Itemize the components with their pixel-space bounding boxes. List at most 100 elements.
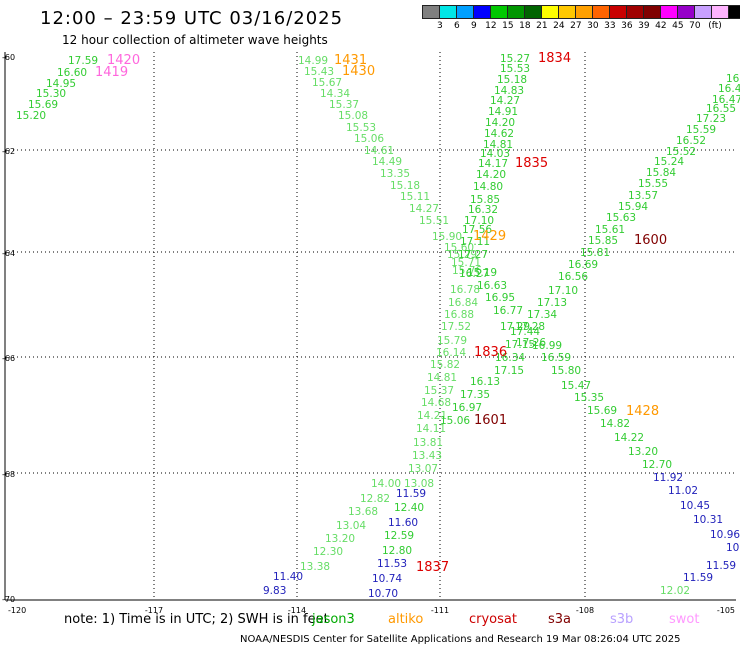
pass-time-label: 1601 (474, 413, 507, 428)
wave-height-label: 16.52 (676, 135, 706, 147)
wave-height-label: 16.60 (57, 67, 87, 79)
satellite-legend-cryosat: cryosat (469, 612, 517, 627)
wave-height-label: 11.59 (396, 488, 426, 500)
lat-tick-label: -66 (2, 354, 15, 363)
wave-height-label: 15.27 (500, 53, 530, 65)
wave-height-label: 16.78 (450, 284, 480, 296)
page-subtitle: 12 hour collection of altimeter wave hei… (62, 33, 328, 47)
wave-height-label: 14.80 (473, 181, 503, 193)
satellite-legend-altiko: altiko (388, 612, 424, 627)
wave-height-label: 16.59 (541, 352, 571, 364)
wave-height-label: 15.63 (606, 212, 636, 224)
wave-height-label: 14.62 (484, 128, 514, 140)
wave-height-label: 14.83 (494, 85, 524, 97)
wave-height-label: 15.69 (587, 405, 617, 417)
wave-height-label: 15.18 (390, 180, 420, 192)
wave-height-label: 14.82 (600, 418, 630, 430)
wave-height-label: 15.47 (561, 380, 591, 392)
wave-height-label: 16.69 (568, 259, 598, 271)
satellite-legend-s3a: s3a (548, 612, 572, 627)
wave-height-label: 12.40 (394, 502, 424, 514)
legend-label: 12 (485, 21, 497, 31)
legend-label: 6 (453, 21, 460, 31)
wave-height-label: 11.40 (273, 571, 303, 583)
wave-height-label: 15.69 (28, 99, 58, 111)
wave-height-label: 17.59 (68, 55, 98, 67)
wave-height-label: 17.56 (462, 224, 492, 236)
wave-height-label: 15.61 (595, 224, 625, 236)
wave-height-label: 10.96 (710, 529, 740, 541)
wave-height-label: 14.21 (417, 410, 447, 422)
wave-height-label: 15.24 (654, 156, 684, 168)
wave-height-label: 15.18 (497, 74, 527, 86)
wave-height-label: 14.81 (427, 372, 457, 384)
pass-time-label: 1600 (634, 233, 667, 248)
wave-height-label: 10.45 (680, 500, 710, 512)
legend-label: 18 (519, 21, 531, 31)
legend-label: 15 (502, 21, 514, 31)
wave-height-label: 13.08 (404, 478, 434, 490)
wave-height-label: 14.34 (320, 88, 350, 100)
wave-height-label: 17.15 (505, 339, 535, 351)
wave-height-label: 9.83 (263, 585, 286, 597)
wave-height-label: 15.82 (430, 359, 460, 371)
wave-height-label: 14.00 (371, 478, 401, 490)
wave-height-label: 15.19 (467, 267, 497, 279)
wave-height-label: 13.43 (412, 450, 442, 462)
wave-height-label: 10.31 (693, 514, 723, 526)
wave-height-label: 15.08 (338, 110, 368, 122)
wave-height-label: 14.99 (298, 55, 328, 67)
pass-time-label: 1837 (416, 560, 449, 575)
wave-height-label: 14.27 (409, 203, 439, 215)
lon-tick-label: -120 (8, 606, 26, 615)
lat-tick-label: -68 (2, 470, 15, 479)
satellite-legend-jason3: jason3 (312, 612, 355, 627)
lat-tick-label: -70 (2, 595, 15, 604)
color-legend: 3 6 9 12 15 18 21 24 27 30 33 36 39 42 45 70 (ft) (422, 5, 740, 35)
lat-tick-label: -60 (2, 53, 15, 62)
legend-label: 9 (470, 21, 477, 31)
wave-height-label: 15.76 (452, 265, 482, 277)
pass-time-label: 1428 (626, 404, 659, 419)
wave-height-label: 15.30 (36, 88, 66, 100)
legend-label: 27 (570, 21, 582, 31)
wave-height-label: 13.07 (408, 463, 438, 475)
wave-height-label: 14.11 (416, 423, 446, 435)
legend-label: 45 (672, 21, 684, 31)
wave-height-label: 16.63 (477, 280, 507, 292)
wave-height-label: 12.82 (360, 493, 390, 505)
wave-height-label: 14.81 (483, 139, 513, 151)
wave-height-label: 15.81 (580, 247, 610, 259)
pass-time-label: 1420 (107, 53, 140, 68)
wave-height-label: 16.56 (558, 271, 588, 283)
wave-height-label: 17.15 (494, 365, 524, 377)
wave-height-label: 13.20 (325, 533, 355, 545)
wave-height-label: 13.81 (413, 437, 443, 449)
wave-height-label: 10.2 (726, 542, 740, 554)
pass-time-label: 1429 (473, 229, 506, 244)
legend-label: 21 (536, 21, 548, 31)
wave-height-label: 14.91 (488, 106, 518, 118)
wave-height-label: 12.59 (384, 530, 414, 542)
pass-time-label: 1836 (474, 345, 507, 360)
legend-label: 24 (553, 21, 565, 31)
lon-tick-label: -111 (431, 606, 449, 615)
wave-height-label: 15.71 (451, 257, 481, 269)
wave-height-label: 17.10 (548, 285, 578, 297)
wave-height-label: 11.59 (706, 560, 736, 572)
wave-height-label: 17.44 (510, 326, 540, 338)
wave-height-label: 15.52 (666, 146, 696, 158)
wave-height-label: 15.85 (470, 194, 500, 206)
wave-height-label: 14.95 (46, 78, 76, 90)
wave-height-label: 17.10 (464, 215, 494, 227)
lon-tick-label: -114 (288, 606, 306, 615)
wave-height-label: 17.13 (537, 297, 567, 309)
legend-label: 39 (638, 21, 650, 31)
wave-height-label: 15.53 (346, 122, 376, 134)
wave-height-label: 16.84 (448, 297, 478, 309)
wave-height-label: 16.34 (495, 352, 525, 364)
satellite-legend-swot: swot (669, 612, 700, 627)
wave-height-label: 15.06 (440, 415, 470, 427)
wave-height-label: 15.35 (574, 392, 604, 404)
wave-height-label: 16.77 (493, 305, 523, 317)
